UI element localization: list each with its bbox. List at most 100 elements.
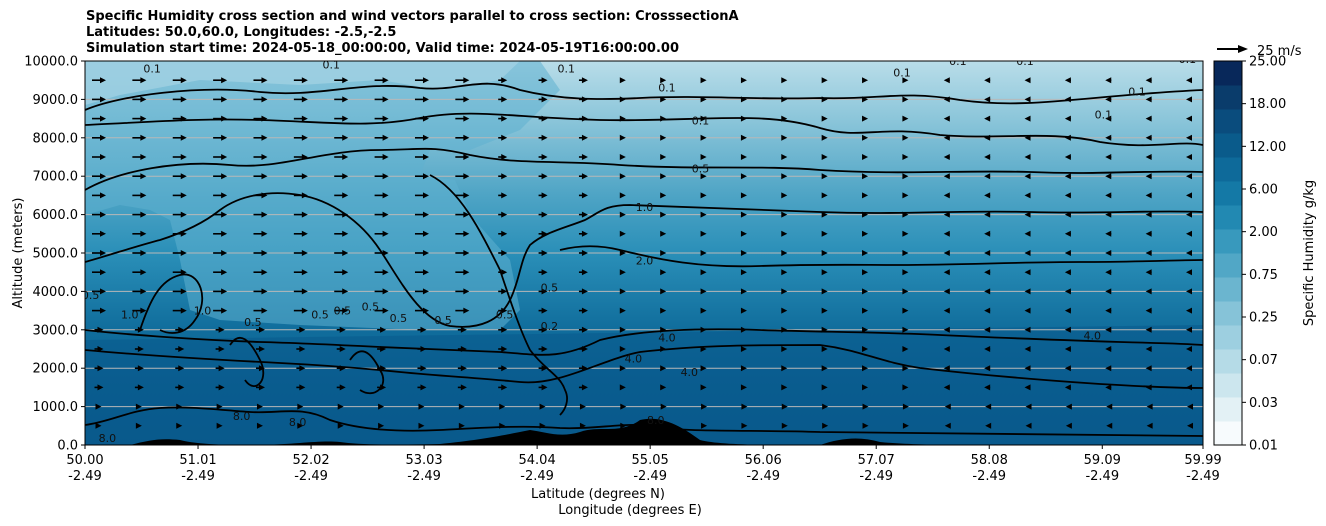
wind-vector bbox=[538, 326, 548, 333]
wind-vector bbox=[132, 288, 147, 295]
wind-vector bbox=[293, 173, 308, 180]
wind-vector bbox=[1145, 326, 1152, 333]
wind-vector bbox=[1064, 134, 1071, 141]
wind-vector bbox=[619, 211, 626, 218]
wind-vector bbox=[620, 403, 627, 410]
x-tick-label-lat: 51.01 bbox=[179, 453, 216, 468]
wind-vector bbox=[172, 173, 187, 180]
x-tick-label-lat: 59.99 bbox=[1184, 453, 1221, 468]
wind-vector bbox=[943, 96, 950, 103]
wind-vector bbox=[1064, 288, 1071, 295]
contour-2.0 bbox=[429, 174, 1203, 416]
wind-vector bbox=[498, 326, 508, 333]
wind-vector bbox=[821, 307, 828, 314]
wind-vector bbox=[538, 384, 548, 391]
wind-vector bbox=[984, 77, 991, 84]
wind-vector bbox=[414, 173, 429, 180]
wind-vector bbox=[1105, 326, 1112, 333]
wind-vector bbox=[378, 422, 385, 429]
wind-vector bbox=[943, 115, 950, 122]
wind-vector bbox=[943, 269, 950, 276]
wind-vector bbox=[498, 211, 508, 218]
wind-vector bbox=[132, 77, 147, 84]
wind-vector bbox=[498, 192, 508, 199]
wind-vector bbox=[253, 230, 268, 237]
wind-vector bbox=[1064, 346, 1071, 352]
wind-vector bbox=[374, 211, 389, 218]
wind-vector bbox=[619, 154, 626, 160]
wind-vector bbox=[334, 230, 349, 237]
wind-vector bbox=[215, 384, 225, 391]
x-tick-label-lon: -2.49 bbox=[407, 469, 441, 484]
contour-label: 8.0 bbox=[647, 414, 665, 427]
quiver-key-arrow-head bbox=[1238, 45, 1248, 53]
wind-vector bbox=[1024, 134, 1031, 141]
wind-vector bbox=[1105, 269, 1112, 276]
wind-vector bbox=[1145, 365, 1152, 372]
wind-vector bbox=[862, 211, 869, 218]
wind-vector bbox=[1065, 422, 1072, 429]
wind-vector bbox=[1105, 230, 1112, 237]
wind-vector bbox=[374, 307, 389, 314]
wind-vector bbox=[213, 230, 228, 237]
wind-vector bbox=[458, 422, 465, 429]
wind-vector bbox=[578, 154, 588, 160]
wind-vector bbox=[498, 346, 508, 352]
wind-vector bbox=[578, 173, 588, 180]
y-tick-label: 9000.0 bbox=[33, 93, 79, 108]
wind-vector bbox=[740, 307, 747, 314]
x-tick-label-lat: 57.07 bbox=[858, 453, 895, 468]
wind-vector bbox=[1105, 365, 1112, 372]
wind-vector bbox=[1145, 211, 1152, 218]
y-tick-label: 7000.0 bbox=[33, 170, 79, 185]
wind-vector bbox=[701, 422, 708, 429]
contour-label: 0.1 bbox=[893, 66, 911, 79]
wind-vector bbox=[1024, 96, 1031, 103]
wind-vector bbox=[1024, 326, 1031, 333]
wind-vector bbox=[985, 422, 992, 429]
wind-vector bbox=[334, 211, 349, 218]
wind-vector bbox=[902, 154, 909, 160]
wind-vector bbox=[134, 346, 144, 352]
wind-vector bbox=[1064, 365, 1071, 372]
contour-label: 1.0 bbox=[121, 308, 139, 321]
wind-vector bbox=[92, 269, 106, 276]
wind-vector bbox=[132, 134, 147, 141]
wind-vector bbox=[498, 269, 508, 276]
wind-vector bbox=[944, 403, 951, 410]
wind-vector bbox=[1186, 326, 1192, 333]
wind-vector bbox=[578, 230, 588, 237]
contour-label: 0.1 bbox=[322, 59, 340, 72]
wind-vector bbox=[253, 173, 268, 180]
wind-vector bbox=[821, 230, 828, 237]
wind-vector bbox=[538, 211, 548, 218]
wind-vector bbox=[172, 77, 187, 84]
wind-vector bbox=[172, 307, 187, 314]
wind-vector bbox=[334, 173, 349, 180]
colorbar-tick-label: 6.00 bbox=[1249, 183, 1278, 198]
wind-vector bbox=[660, 250, 667, 256]
wind-vector bbox=[740, 173, 747, 180]
wind-vector bbox=[374, 96, 389, 103]
wind-vector bbox=[293, 134, 308, 141]
wind-vector bbox=[296, 365, 306, 372]
wind-vector bbox=[92, 134, 106, 141]
wind-vector bbox=[1186, 307, 1192, 314]
wind-vector bbox=[498, 115, 508, 122]
wind-vector bbox=[172, 250, 187, 256]
wind-vector bbox=[499, 422, 506, 429]
wind-vector bbox=[902, 192, 909, 199]
wind-vector bbox=[213, 250, 228, 256]
wind-vector bbox=[578, 96, 588, 103]
wind-vector bbox=[984, 192, 991, 199]
wind-vector bbox=[215, 365, 225, 372]
wind-vector bbox=[175, 346, 185, 352]
wind-vector bbox=[334, 134, 349, 141]
wind-vector bbox=[293, 77, 308, 84]
wind-vector bbox=[213, 134, 228, 141]
wind-vector bbox=[175, 384, 185, 391]
wind-vector bbox=[1186, 134, 1192, 141]
colorbar-segment bbox=[1214, 205, 1242, 230]
wind-vector bbox=[377, 384, 387, 391]
wind-vector bbox=[1145, 115, 1152, 122]
